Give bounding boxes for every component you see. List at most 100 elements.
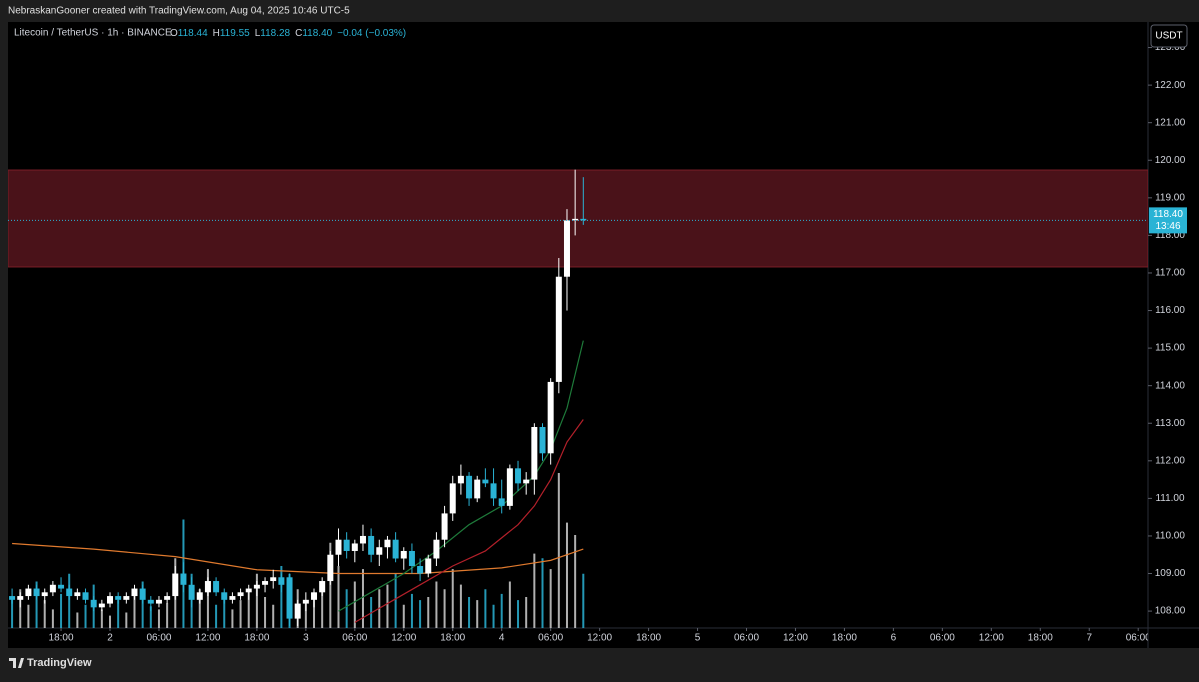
overlay: Litecoin / TetherUS · 1h · BINANCE USDT … [14,24,1188,234]
last-price-box [1149,207,1187,234]
candle-body [368,535,375,555]
candle-body [506,468,513,506]
x-tick-label: 18:00 [440,633,465,644]
candle-body [433,539,440,559]
footer-bar [0,648,1199,677]
candle-body [115,596,122,600]
resistance-zone [8,169,1148,268]
volume-bar [419,600,422,628]
candle-body [286,577,293,619]
candle-body [123,596,130,600]
candle-body [531,427,538,480]
candle-body [327,554,334,582]
candle-body [482,479,489,484]
volume-bar [19,589,22,628]
candle-body [9,596,16,600]
x-tick-label: 4 [499,633,505,644]
candle-body [66,588,73,597]
candle-body [213,581,220,593]
volume-bar [443,589,446,628]
volume-bar [410,593,413,628]
candle-body [392,539,399,559]
y-tick-label: 109.00 [1155,568,1186,579]
candle-body [164,596,171,600]
y-tick-label: 118.00 [1155,230,1185,241]
volume-bar [484,589,487,628]
y-tick-label: 117.00 [1155,268,1185,279]
y-tick-label: 123.00 [1155,42,1186,53]
countdown: 13:46 [1155,221,1180,232]
candle-body [474,479,481,499]
time-axis: 18:00 2 06:00 12:00 18:00 3 06:00 12:00 18:00 4 06… [49,628,1148,644]
candle-body [417,566,424,574]
y-tick-label: 121.00 [1155,117,1186,128]
volume-bar [557,473,560,628]
volume-bar [565,522,568,628]
candle-body [490,483,497,499]
candle-body [335,539,342,555]
candle-body [319,581,326,593]
header-text: NebraskanGooner created with TradingView… [8,6,350,17]
y-tick-label: 114.00 [1155,380,1185,391]
candle-body [245,588,252,593]
moving-average [338,340,584,612]
candle-body [441,513,448,540]
candle-body [74,592,81,597]
candle-body [457,475,464,484]
volume-bar [60,593,63,628]
volume-bar [100,609,103,628]
volume-bar [541,558,544,628]
brand-name: TradingView [27,657,92,669]
volume-bar [337,566,340,628]
candle-body [196,592,203,600]
currency-button[interactable] [1150,24,1188,48]
legend-value: 118.40 [302,28,332,39]
currency-label[interactable]: USDT [1155,31,1182,42]
moving-average [12,542,584,575]
candle-body [547,381,554,454]
candle-body [25,588,32,597]
candle-body [539,427,546,454]
candle-body [384,539,391,548]
x-tick-label: 3 [303,633,309,644]
volume-bar [427,597,430,628]
y-tick-label: 110.00 [1155,531,1185,542]
volume-bar [345,589,348,628]
candle-body [302,599,309,604]
volume-bar [500,593,503,628]
candle-body [270,577,277,582]
candle-body [131,588,138,597]
volume-bar [84,604,87,628]
candle-body [425,558,432,574]
x-tick-label: 06:00 [930,633,955,644]
candle-body [498,498,505,506]
volume-bar [353,581,356,628]
x-tick-label: 5 [695,633,701,644]
volume-bar [508,581,511,628]
price-axis: 108.00 109.00 110.00 111.00 112.00 113.00 114.… [1148,42,1186,617]
candle-body [351,543,358,551]
volume-bar [149,606,152,628]
legend-label: C [295,28,302,39]
x-tick-label: 18:00 [49,633,74,644]
candle-body [515,468,522,484]
x-tick-label: 7 [1086,633,1092,644]
volume-bar [133,593,136,628]
candle-body [523,479,530,484]
volume-bar [435,581,438,628]
legend: O118.44 H119.55 L118.28 C118.40 −0.04 (−0.03… [170,28,406,39]
x-tick-label: 18:00 [244,633,269,644]
y-tick-label: 111.00 [1155,493,1185,504]
candle-body [180,573,187,585]
x-tick-label: 2 [107,633,113,644]
volume-bar [125,612,128,628]
volume-bar [402,604,405,628]
candle-body [449,483,456,514]
legend-value: 119.55 [220,28,250,39]
x-tick-label: 18:00 [636,633,661,644]
candle-body [572,218,579,221]
volume-bar [517,600,520,628]
volume-bar [117,600,120,628]
candle-body [172,573,179,597]
